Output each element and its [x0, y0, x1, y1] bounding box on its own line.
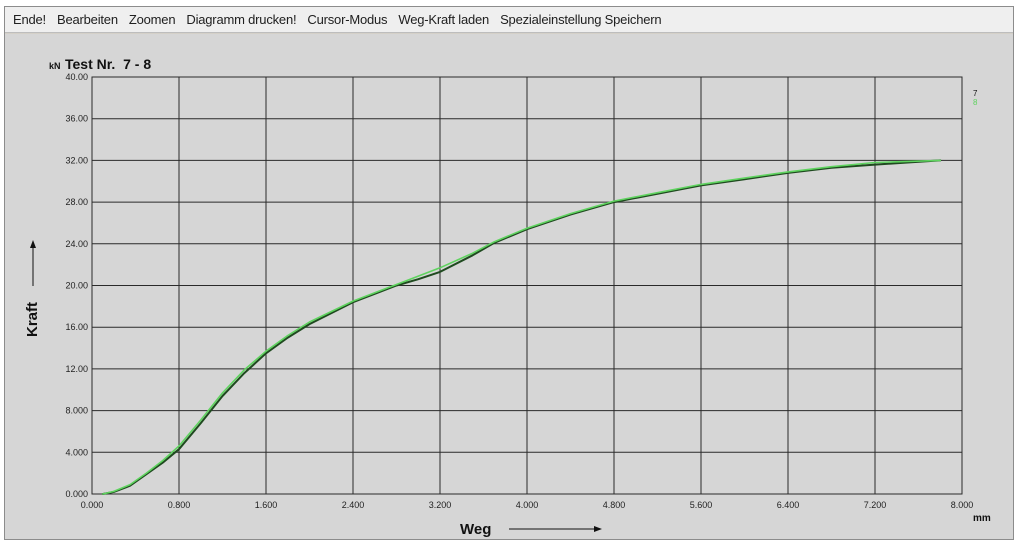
- y-tick-label: 12.00: [65, 364, 88, 374]
- x-tick-label: 3.200: [429, 500, 452, 510]
- x-axis-arrow: [509, 526, 602, 532]
- chart-title: Test Nr. 7 - 8: [65, 56, 151, 72]
- x-tick-label: 0.800: [168, 500, 191, 510]
- x-axis-label: Weg: [460, 521, 491, 538]
- y-tick-label: 16.00: [65, 322, 88, 332]
- y-unit-label: kN: [49, 61, 61, 71]
- x-tick-label: 2.400: [342, 500, 365, 510]
- chart-legend: 78: [973, 89, 978, 107]
- y-axis-label: Kraft: [24, 302, 41, 337]
- menu-spezialeinstellung-speichern[interactable]: Spezialeinstellung Speichern: [500, 12, 662, 27]
- y-tick-label: 0.000: [65, 489, 88, 499]
- x-tick-label: 4.000: [516, 500, 539, 510]
- menu-cursor-modus[interactable]: Cursor-Modus: [307, 12, 388, 27]
- menu-diagramm-drucken[interactable]: Diagramm drucken!: [186, 12, 297, 27]
- x-tick-label: 5.600: [690, 500, 713, 510]
- y-tick-label: 32.00: [65, 155, 88, 165]
- x-tick-labels: 0.000 0.800 1.600 2.400 3.200 4.000 4.800 5.600…: [81, 500, 974, 510]
- chart-series: [101, 159, 942, 495]
- y-tick-label: 28.00: [65, 197, 88, 207]
- y-tick-label: 40.00: [65, 72, 88, 82]
- legend-entry-8: 8: [973, 98, 978, 107]
- x-tick-label: 8.000: [951, 500, 974, 510]
- force-displacement-chart: 0.000 4.000 8.000 12.00 16.00 20.00 24.00 28.00…: [24, 56, 991, 538]
- menu-zoomen[interactable]: Zoomen: [128, 12, 176, 27]
- x-tick-label: 6.400: [777, 500, 800, 510]
- y-tick-label: 36.00: [65, 114, 88, 124]
- y-tick-label: 24.00: [65, 239, 88, 249]
- y-tick-label: 4.000: [65, 447, 88, 457]
- menu-weg-kraft-laden[interactable]: Weg-Kraft laden: [398, 12, 490, 27]
- y-axis-arrow: [30, 240, 36, 286]
- x-tick-label: 7.200: [864, 500, 887, 510]
- menu-bearbeiten[interactable]: Bearbeiten: [56, 12, 118, 27]
- app-window: Ende! Bearbeiten Zoomen Diagramm drucken…: [4, 6, 1014, 540]
- series-line-8: [102, 159, 942, 495]
- x-unit-label: mm: [973, 513, 991, 524]
- x-tick-label: 1.600: [255, 500, 278, 510]
- menubar: Ende! Bearbeiten Zoomen Diagramm drucken…: [5, 7, 1013, 33]
- menu-ende[interactable]: Ende!: [13, 12, 46, 27]
- x-tick-label: 4.800: [603, 500, 626, 510]
- legend-entry-7: 7: [973, 89, 978, 98]
- series-line-7: [101, 159, 942, 495]
- chart-panel: 0.000 4.000 8.000 12.00 16.00 20.00 24.00 28.00…: [5, 34, 1013, 539]
- y-tick-label: 8.000: [65, 406, 88, 416]
- y-tick-label: 20.00: [65, 281, 88, 291]
- x-tick-label: 0.000: [81, 500, 104, 510]
- y-tick-labels: 0.000 4.000 8.000 12.00 16.00 20.00 24.00 28.00…: [65, 72, 88, 499]
- chart-grid: [91, 76, 963, 495]
